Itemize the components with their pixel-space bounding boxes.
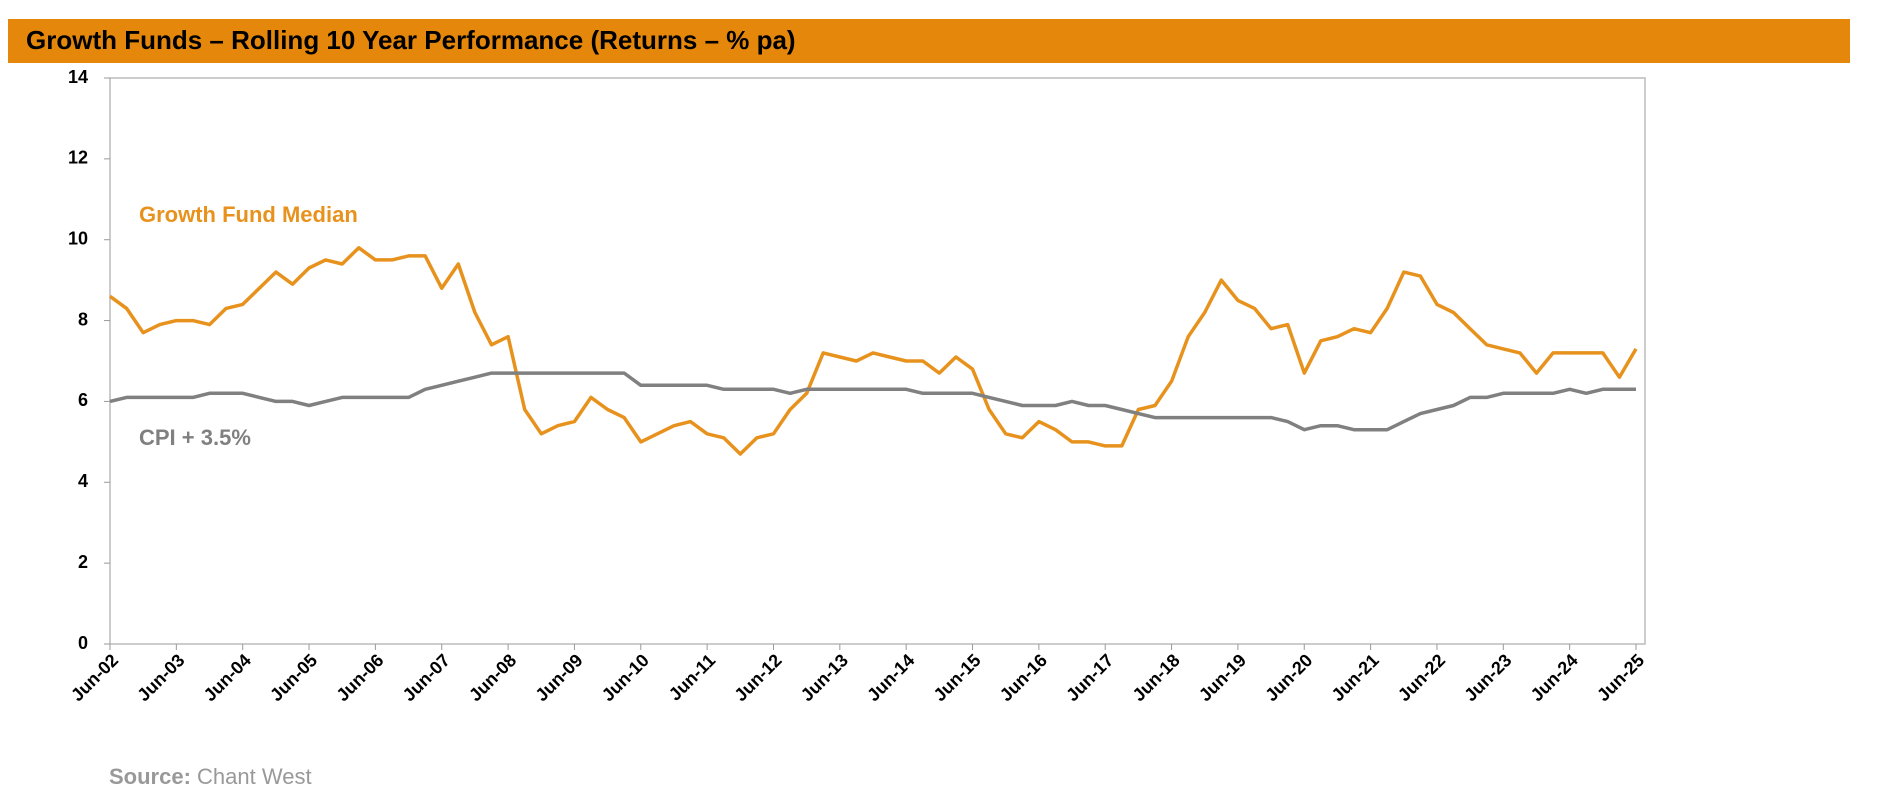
x-tick-label: Jun-22 bbox=[1394, 650, 1449, 705]
y-tick-label: 0 bbox=[78, 633, 88, 653]
line-series bbox=[108, 246, 1638, 456]
x-tick-label: Jun-02 bbox=[67, 650, 122, 705]
y-tick-label: 8 bbox=[78, 309, 88, 329]
source-label: Source: bbox=[109, 764, 191, 789]
x-tick-label: Jun-03 bbox=[133, 650, 188, 705]
x-tick-label: Jun-17 bbox=[1062, 650, 1117, 705]
series-label: Growth Fund Median bbox=[139, 202, 358, 227]
x-tick-label: Jun-14 bbox=[863, 650, 918, 705]
series-label: CPI + 3.5% bbox=[139, 425, 251, 450]
x-tick-label: Jun-05 bbox=[266, 650, 321, 705]
y-tick-label: 14 bbox=[68, 67, 88, 87]
x-tick-label: Jun-09 bbox=[531, 650, 586, 705]
x-tick-label: Jun-13 bbox=[797, 650, 852, 705]
x-tick-label: Jun-20 bbox=[1261, 650, 1316, 705]
x-tick-label: Jun-21 bbox=[1328, 650, 1383, 705]
x-tick-label: Jun-07 bbox=[399, 650, 454, 705]
source-text: Chant West bbox=[197, 764, 312, 789]
x-tick-label: Jun-10 bbox=[598, 650, 653, 705]
y-tick-label: 10 bbox=[68, 228, 88, 248]
y-tick-label: 6 bbox=[78, 390, 88, 410]
x-tick-label: Jun-06 bbox=[332, 650, 387, 705]
x-tick-label: Jun-04 bbox=[200, 650, 255, 705]
x-tick-label: Jun-11 bbox=[665, 650, 719, 704]
source: Source: Chant West bbox=[109, 764, 312, 789]
x-tick-label: Jun-19 bbox=[1195, 650, 1250, 705]
chart-title: Growth Funds – Rolling 10 Year Performan… bbox=[26, 25, 796, 55]
y-tick-label: 2 bbox=[78, 552, 88, 572]
y-tick-label: 12 bbox=[68, 148, 88, 168]
line-series bbox=[109, 371, 1636, 432]
x-tick-label: Jun-24 bbox=[1527, 650, 1582, 705]
x-tick-label: Jun-12 bbox=[730, 650, 785, 705]
x-tick-label: Jun-08 bbox=[465, 650, 520, 705]
y-tick-label: 4 bbox=[78, 471, 88, 491]
x-tick-label: Jun-16 bbox=[996, 650, 1051, 705]
x-tick-label: Jun-15 bbox=[930, 650, 985, 705]
title-banner bbox=[8, 19, 1850, 63]
x-tick-label: Jun-18 bbox=[1129, 650, 1184, 705]
plot-border bbox=[109, 77, 1646, 645]
x-tick-label: Jun-23 bbox=[1460, 650, 1515, 705]
x-tick-label: Jun-25 bbox=[1593, 650, 1648, 705]
